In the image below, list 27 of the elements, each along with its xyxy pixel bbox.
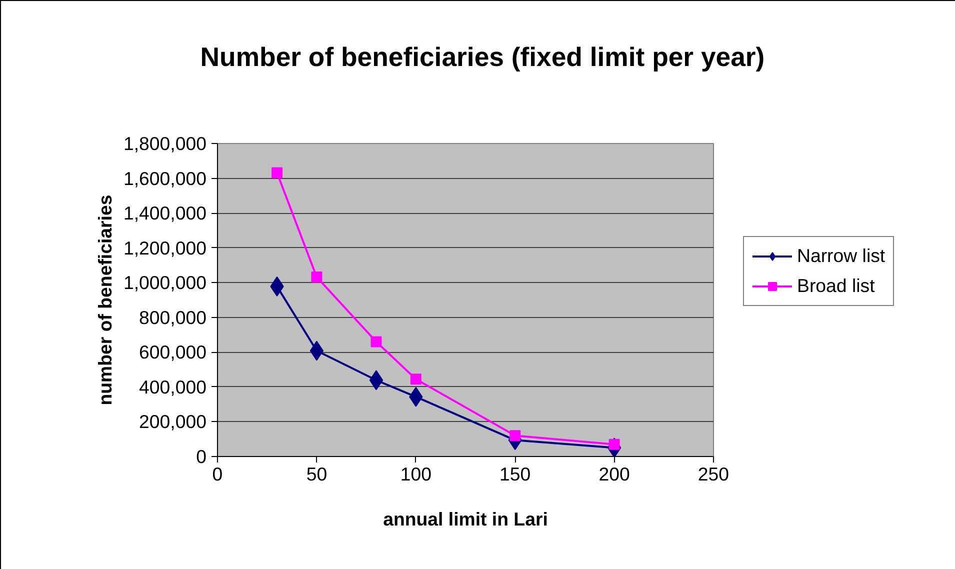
x-tick-label: 250 (698, 464, 730, 484)
point (410, 374, 422, 385)
y-axis-title: number of beneficiaries (94, 194, 116, 406)
y-tick-label: 1,600,000 (124, 168, 207, 189)
x-tick-label: 200 (598, 464, 630, 484)
x-tick-label: 100 (400, 464, 432, 484)
y-tick-label: 1,200,000 (124, 237, 207, 258)
legend-label: Broad list (797, 275, 875, 297)
x-axis-title: annual limit in Lari (383, 508, 548, 530)
point (310, 340, 324, 361)
y-tick-label: 600,000 (139, 342, 207, 363)
x-tick-label: 50 (306, 464, 328, 484)
point (311, 272, 322, 283)
point (369, 370, 384, 390)
point (272, 167, 283, 178)
chart-title: Number of beneficiaries (fixed limit per year) (200, 41, 765, 74)
x-tick-label: 150 (500, 464, 531, 484)
y-tick-label: 200,000 (139, 411, 207, 432)
y-tick-label: 1,400,000 (124, 202, 207, 224)
y-tick-label: 1,000,000 (124, 272, 207, 294)
point (370, 336, 382, 348)
y-tick-label: 0 (196, 446, 207, 467)
y-tick-label: 1,800,000 (124, 133, 207, 154)
y-tick-label: 800,000 (139, 306, 207, 328)
legend-label: Narrow list (797, 245, 886, 267)
x-tick-label: 0 (212, 464, 223, 484)
y-tick-label: 400,000 (139, 376, 207, 398)
